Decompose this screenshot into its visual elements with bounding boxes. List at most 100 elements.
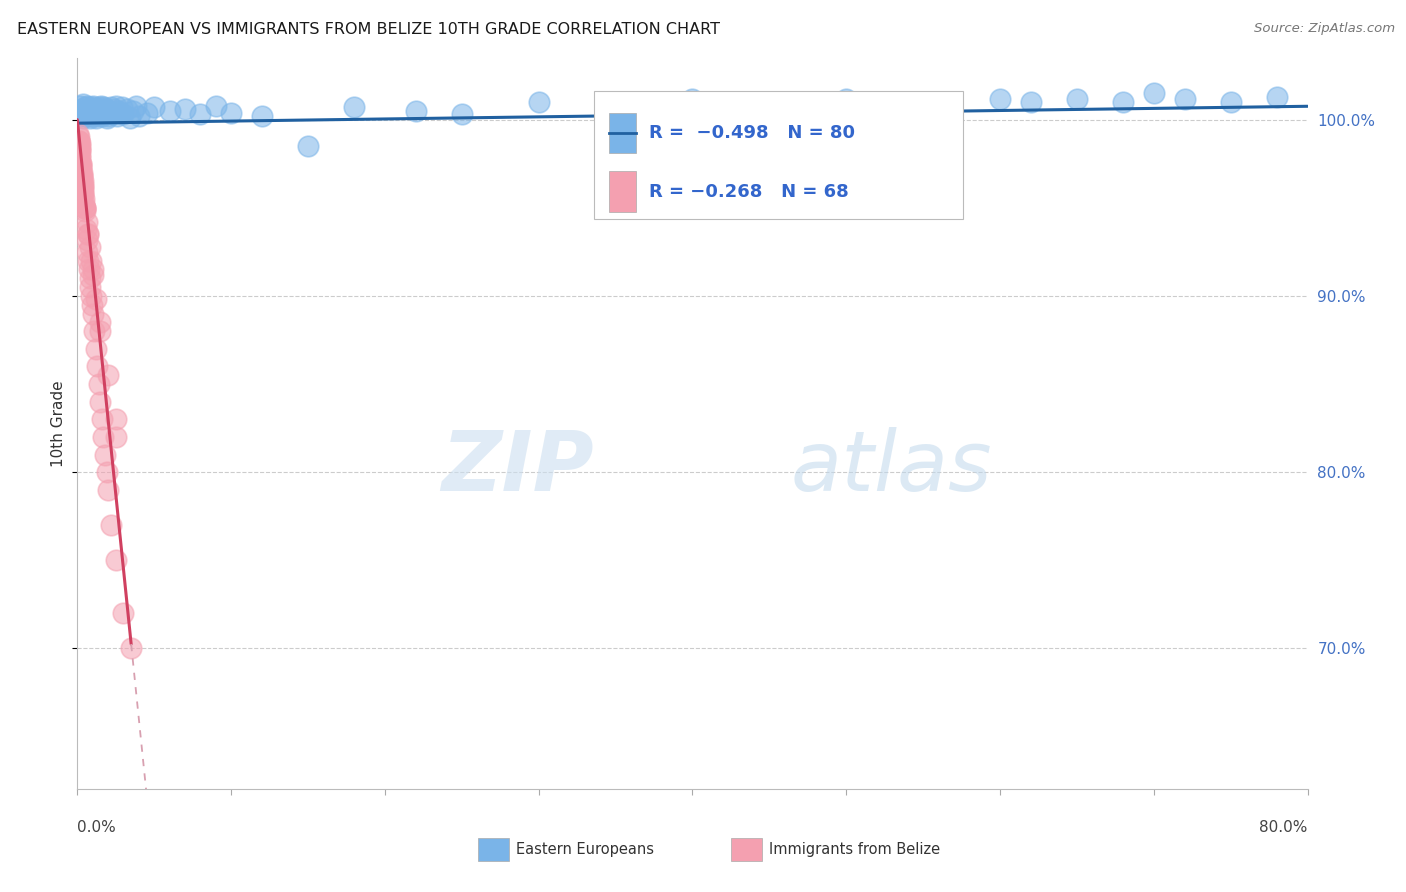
Point [67, 139, 90, 153]
Point [70, 174, 93, 188]
Point [89, 315, 111, 329]
Point [108, 103, 131, 118]
Point [75, 222, 97, 236]
Point [77, 102, 100, 116]
Point [69, 136, 91, 150]
Point [104, 98, 127, 112]
Point [115, 102, 138, 116]
Point [72, 186, 94, 201]
Point [96, 103, 118, 118]
Point [76, 244, 98, 259]
Point [77, 227, 100, 242]
Point [69, 148, 91, 162]
Bar [609, 171, 636, 211]
Text: Source: ZipAtlas.com: Source: ZipAtlas.com [1254, 22, 1395, 36]
Point [100, 100, 122, 114]
Point [76, 98, 98, 112]
Point [67, 103, 90, 118]
Point [89, 107, 111, 121]
Point [86, 109, 108, 123]
Point [77, 107, 100, 121]
Point [105, 109, 128, 123]
Point [67, 130, 90, 145]
Point [174, 102, 197, 116]
Point [72, 183, 94, 197]
Point [1019, 95, 1042, 109]
Point [72, 96, 94, 111]
Point [1265, 89, 1288, 103]
Point [128, 109, 150, 123]
Point [112, 606, 135, 620]
Point [159, 103, 181, 118]
Point [73, 105, 96, 120]
Point [73, 201, 96, 215]
Point [82, 268, 104, 282]
Point [70, 161, 93, 175]
Point [204, 98, 226, 112]
Point [86, 103, 108, 118]
Point [450, 107, 472, 121]
Point [120, 641, 142, 656]
Point [70, 102, 93, 116]
Point [97, 368, 120, 383]
Point [90, 412, 114, 426]
Point [69, 152, 91, 166]
Point [219, 105, 242, 120]
Point [69, 139, 91, 153]
Point [69, 143, 91, 157]
Point [1219, 95, 1241, 109]
Point [77, 262, 100, 277]
Point [72, 111, 94, 125]
Point [87, 377, 110, 392]
Point [70, 107, 93, 121]
Text: Immigrants from Belize: Immigrants from Belize [769, 842, 941, 856]
Point [73, 192, 96, 206]
Point [835, 91, 858, 105]
Point [90, 109, 114, 123]
Point [82, 105, 104, 120]
Point [758, 95, 780, 109]
Point [77, 227, 100, 242]
Point [912, 95, 935, 109]
Point [73, 204, 96, 219]
Point [988, 91, 1011, 105]
Point [84, 102, 107, 116]
Bar [478, 838, 509, 861]
Point [80, 100, 103, 114]
Point [70, 169, 93, 183]
Point [80, 109, 103, 123]
Point [76, 233, 98, 247]
Point [69, 98, 91, 112]
Point [405, 103, 427, 118]
Point [79, 271, 101, 285]
Point [72, 178, 94, 192]
Point [527, 95, 550, 109]
Point [80, 253, 103, 268]
Point [84, 342, 107, 356]
Bar [731, 838, 762, 861]
Point [1066, 91, 1088, 105]
Text: 80.0%: 80.0% [1260, 821, 1308, 835]
Point [84, 293, 107, 307]
Point [75, 109, 97, 123]
Point [72, 174, 94, 188]
Point [73, 100, 96, 114]
Point [118, 111, 141, 125]
Point [82, 307, 104, 321]
Point [69, 143, 91, 157]
Point [83, 107, 105, 121]
Point [103, 102, 125, 116]
FancyBboxPatch shape [595, 91, 963, 219]
Point [605, 98, 627, 112]
Point [94, 102, 117, 116]
Point [94, 107, 117, 121]
Point [125, 98, 148, 112]
Text: R = −0.268   N = 68: R = −0.268 N = 68 [650, 183, 849, 201]
Point [96, 111, 118, 125]
Point [86, 359, 108, 374]
Point [104, 412, 127, 426]
Point [83, 324, 105, 338]
Point [82, 98, 104, 112]
Point [90, 98, 112, 112]
Point [80, 298, 103, 312]
